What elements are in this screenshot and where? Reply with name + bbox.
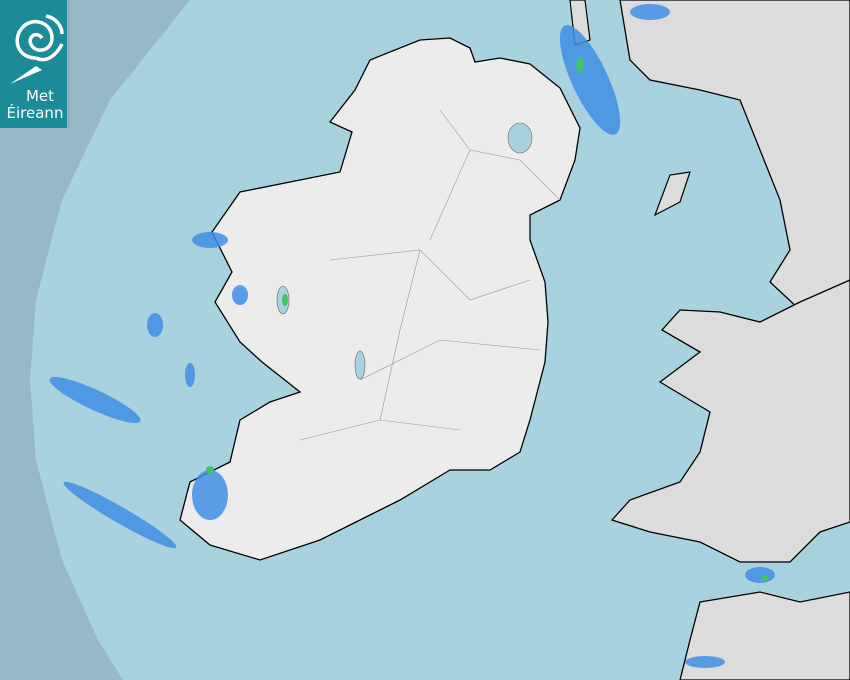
rain-cell — [63, 481, 177, 549]
lough-neagh — [507, 122, 533, 154]
rain-cell — [206, 466, 214, 474]
rain-cell — [630, 4, 670, 20]
rain-cell — [49, 377, 141, 423]
moderate-rain-echoes — [206, 57, 769, 581]
met-eireann-logo: Met Éireann — [0, 0, 70, 128]
rain-cell — [192, 232, 228, 248]
rain-cell — [576, 57, 584, 73]
isle-of-man — [653, 171, 691, 217]
rain-cell — [185, 363, 195, 387]
county-borders — [299, 109, 561, 441]
rain-echoes — [49, 4, 775, 668]
southwest-england — [679, 591, 850, 680]
rain-cell — [232, 285, 248, 305]
spiral-logo-icon — [10, 14, 64, 84]
rain-cell — [559, 25, 621, 135]
logo-text-met: Met — [25, 87, 55, 105]
ireland-landmass — [179, 37, 581, 561]
rain-cell — [685, 656, 725, 668]
lough-derg — [354, 350, 366, 380]
great-britain-north — [619, 0, 850, 321]
rain-cell — [192, 470, 228, 520]
rain-cell — [761, 575, 769, 581]
rain-cell — [745, 567, 775, 583]
logo-text-eireann: Éireann — [6, 104, 64, 122]
wales-england — [610, 279, 850, 563]
rain-cell — [147, 313, 163, 337]
rain-cell — [282, 294, 288, 306]
